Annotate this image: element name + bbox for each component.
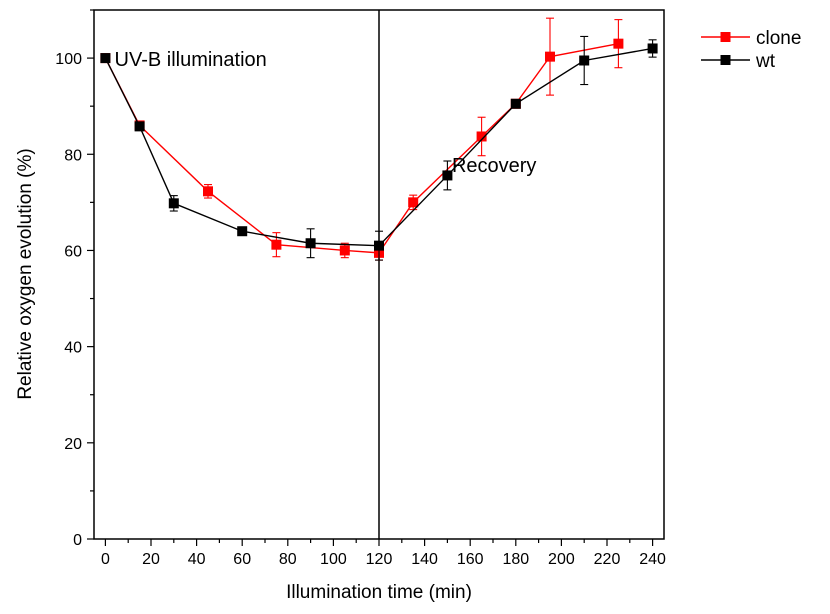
data-point-wt (168, 198, 179, 209)
legend-item-clone: clone (701, 28, 801, 49)
data-point-wt (134, 121, 145, 132)
legend-marker (720, 32, 731, 42)
data-point-wt (442, 170, 453, 181)
x-tick-label: 120 (366, 551, 393, 568)
series-line (104, 42, 619, 254)
x-tick-label: 240 (639, 551, 666, 568)
series-line (104, 47, 653, 247)
data-point-wt (374, 240, 384, 251)
y-tick-label: 100 (55, 51, 82, 68)
series-wt (100, 35, 658, 261)
data-point-clone (408, 197, 419, 208)
x-tick-label: 100 (320, 551, 347, 568)
data-point-wt (579, 55, 590, 66)
x-tick-label: 40 (188, 551, 206, 568)
data-point-wt (237, 226, 248, 237)
y-tick-label: 0 (73, 532, 82, 549)
data-point-clone (476, 131, 487, 142)
legend-label: clone (756, 28, 801, 49)
x-tick-label: 20 (142, 551, 160, 568)
x-tick-label: 160 (457, 551, 484, 568)
legend-item-wt: wt (701, 51, 776, 72)
x-tick-label: 140 (411, 551, 438, 568)
x-tick-label: 80 (279, 551, 297, 568)
x-axis-title: Illumination time (min) (286, 582, 472, 603)
data-point-wt (100, 53, 111, 64)
annotation-recovery: Recovery (452, 155, 536, 177)
data-point-clone (339, 245, 350, 256)
data-point-clone (545, 51, 555, 62)
x-tick-label: 60 (233, 551, 251, 568)
legend-label: wt (755, 51, 776, 72)
data-point-clone (271, 239, 282, 250)
y-tick-label: 20 (64, 436, 82, 453)
x-tick-label: 200 (548, 551, 575, 568)
y-axis: 0 20 40 60 80 100 (55, 9, 94, 549)
x-axis: 0 20 40 60 80 100 120 140 160 180 200 220 240 (101, 539, 666, 568)
data-point-clone (613, 38, 624, 49)
y-axis-title: Relative oxygen evolution (%) (15, 148, 36, 399)
x-tick-label: 180 (502, 551, 529, 568)
y-tick-label: 80 (64, 147, 82, 164)
x-tick-label: 0 (101, 551, 110, 568)
data-point-wt (647, 43, 658, 54)
data-point-wt (510, 98, 521, 109)
y-tick-label: 40 (64, 340, 82, 357)
x-tick-label: 220 (594, 551, 621, 568)
legend-marker (720, 55, 731, 65)
data-point-wt (305, 238, 316, 249)
data-point-clone (203, 186, 213, 197)
y-tick-label: 60 (64, 243, 82, 260)
series-layer (100, 17, 658, 261)
annotation-uvb: UV-B illumination (115, 49, 267, 71)
